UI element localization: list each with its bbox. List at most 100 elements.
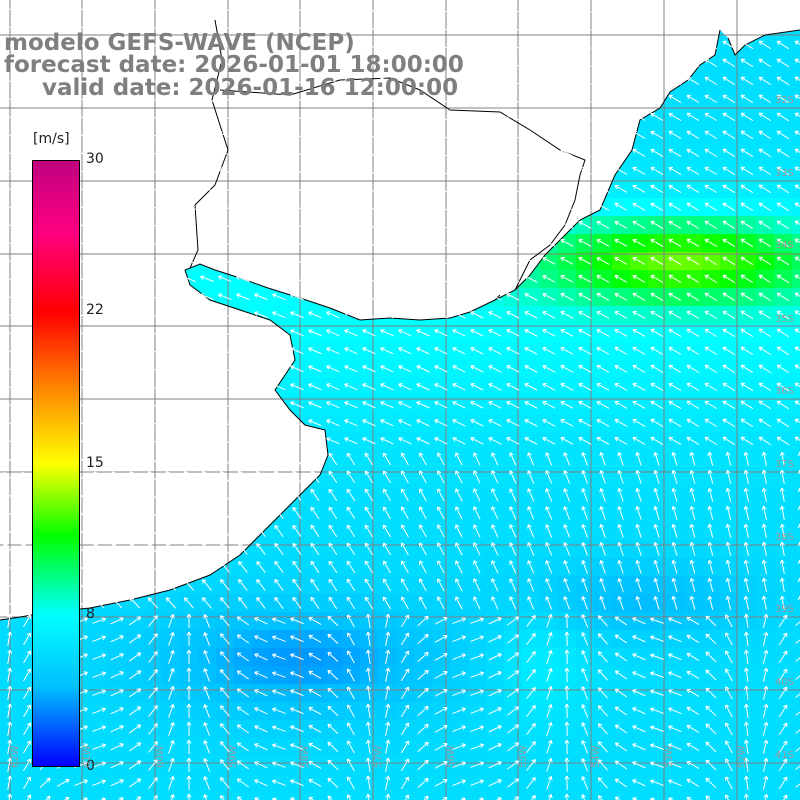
wind-arrow — [758, 40, 772, 50]
wind-arrow — [524, 239, 538, 247]
wind-arrow — [614, 706, 628, 716]
wind-arrow — [19, 41, 34, 48]
wind-arrow — [506, 203, 520, 211]
wind-arrow — [650, 617, 664, 624]
wind-arrow — [542, 221, 556, 229]
wind-arrow — [524, 131, 538, 139]
wind-arrow — [290, 653, 304, 661]
wind-arrow — [597, 687, 608, 699]
wind-arrow — [274, 560, 284, 573]
wind-arrow — [346, 722, 355, 736]
wind-arrow — [236, 131, 250, 139]
wind-arrow — [55, 113, 70, 120]
wind-arrow — [91, 149, 106, 156]
wind-arrow — [274, 470, 284, 483]
wind-arrow — [147, 489, 159, 501]
wind-arrow — [776, 166, 790, 176]
wind-arrow — [506, 419, 520, 427]
wind-arrow — [1, 95, 16, 102]
wind-arrow — [563, 596, 571, 610]
wind-arrow — [724, 632, 733, 646]
wind-arrow — [308, 724, 322, 733]
wind-arrow — [617, 469, 624, 484]
wind-arrow — [308, 616, 322, 625]
wind-arrow — [254, 761, 268, 769]
wind-arrow — [110, 23, 124, 30]
wind-arrow — [542, 95, 556, 103]
wind-arrow — [164, 239, 178, 246]
wind-arrow — [21, 525, 33, 537]
wind-arrow — [524, 401, 538, 409]
wind-speed-cell — [792, 180, 800, 198]
wind-arrow — [776, 364, 790, 374]
wind-arrow — [689, 595, 696, 610]
wind-arrow — [686, 688, 700, 697]
wind-arrow — [111, 543, 123, 555]
wind-arrow — [1, 239, 16, 246]
wind-arrow — [364, 524, 374, 538]
wind-arrow — [470, 707, 484, 714]
wind-arrow — [599, 452, 606, 466]
wind-arrow — [290, 365, 304, 373]
wind-arrow — [256, 452, 266, 465]
wind-arrow — [650, 238, 664, 247]
wind-arrow — [560, 184, 574, 193]
wind-arrow — [200, 23, 214, 30]
wind-arrow — [776, 148, 790, 158]
wind-arrow — [794, 130, 800, 136]
wind-arrow — [19, 23, 34, 30]
wind-arrow — [650, 382, 664, 391]
wind-arrow — [328, 488, 338, 502]
wind-arrow — [203, 758, 211, 772]
wind-arrow — [704, 238, 718, 248]
wind-arrow — [344, 5, 358, 13]
wind-arrow — [254, 5, 268, 13]
wind-arrow — [146, 167, 160, 174]
wind-arrow — [578, 58, 592, 67]
wind-arrow — [434, 77, 448, 85]
wind-arrow — [704, 400, 718, 410]
wind-arrow — [740, 22, 754, 32]
wind-arrow — [290, 743, 304, 751]
wind-arrow — [452, 653, 466, 661]
wind-arrow — [254, 653, 268, 661]
wind-arrow — [129, 579, 141, 591]
wind-arrow — [542, 23, 556, 31]
wind-arrow — [776, 112, 790, 122]
wind-arrow — [380, 401, 394, 409]
wind-arrow — [722, 220, 736, 230]
wind-arrow — [165, 561, 177, 573]
wind-arrow — [614, 400, 628, 409]
wind-arrow — [308, 706, 322, 715]
wind-arrow — [758, 220, 772, 230]
wind-arrow — [202, 507, 212, 519]
wind-arrow — [129, 543, 141, 555]
wind-arrow — [165, 543, 177, 555]
wind-arrow — [470, 77, 484, 85]
wind-arrow — [597, 723, 608, 735]
wind-arrow — [689, 523, 696, 538]
wind-arrow — [524, 185, 538, 193]
wind-arrow — [671, 577, 678, 592]
wind-arrow — [776, 58, 790, 68]
wind-arrow — [794, 148, 800, 154]
wind-arrow — [254, 149, 268, 157]
wind-arrow — [128, 419, 142, 426]
wind-arrow — [290, 95, 304, 103]
wind-arrow — [182, 293, 196, 300]
wind-arrow — [650, 184, 664, 193]
wind-arrow — [91, 113, 106, 120]
wind-arrow — [668, 58, 682, 67]
wind-arrow — [147, 525, 159, 537]
wind-arrow — [37, 113, 52, 120]
wind-arrow — [290, 239, 304, 247]
wind-arrow — [254, 419, 268, 427]
wind-arrow — [434, 41, 448, 49]
wind-arrow — [776, 346, 790, 356]
wind-arrow — [434, 383, 448, 391]
wind-arrow — [220, 669, 230, 681]
wind-arrow — [434, 634, 448, 643]
wind-arrow — [236, 616, 250, 626]
wind-arrow — [704, 40, 718, 50]
wind-arrow — [578, 148, 592, 157]
